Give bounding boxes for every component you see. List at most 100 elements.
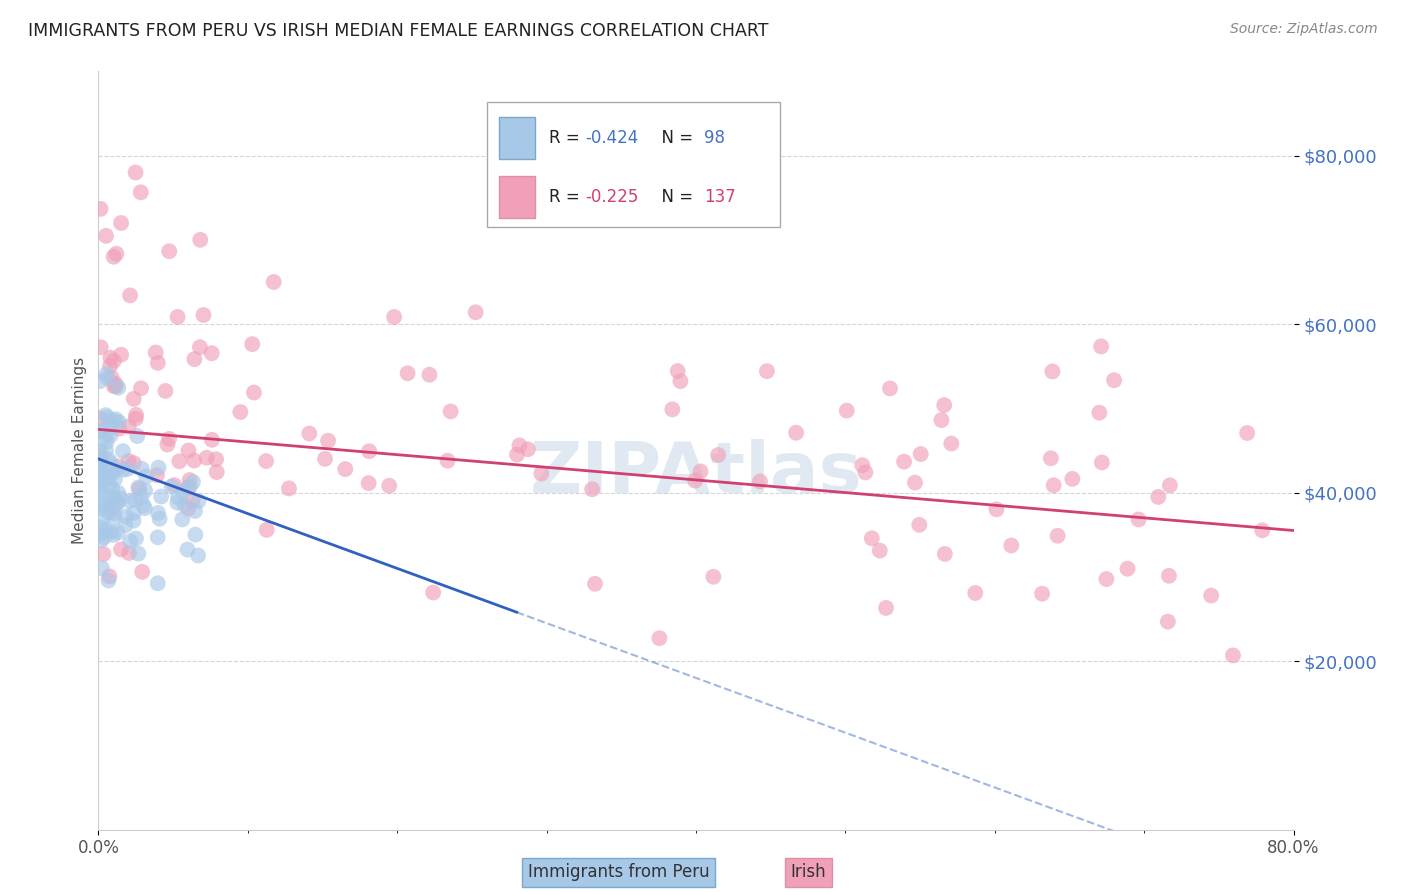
Point bbox=[96, 410, 118, 425]
Point bbox=[104, 412, 127, 426]
Point bbox=[1040, 364, 1063, 378]
Point bbox=[755, 364, 778, 378]
Point bbox=[107, 415, 129, 429]
Point bbox=[785, 425, 807, 440]
Point bbox=[100, 428, 122, 442]
Text: 98: 98 bbox=[704, 128, 725, 146]
Point bbox=[176, 542, 198, 557]
Point bbox=[243, 385, 266, 400]
Point bbox=[100, 370, 122, 384]
Point bbox=[167, 490, 190, 504]
Point bbox=[1090, 339, 1112, 353]
Point bbox=[90, 520, 112, 534]
Point bbox=[749, 475, 772, 489]
Point bbox=[422, 585, 444, 599]
Point bbox=[107, 486, 129, 500]
Point bbox=[134, 501, 156, 516]
Point bbox=[860, 531, 883, 545]
Point bbox=[183, 352, 205, 367]
Point bbox=[1116, 562, 1139, 576]
Point bbox=[107, 459, 129, 474]
Point bbox=[104, 472, 127, 486]
Point bbox=[163, 478, 186, 492]
Point bbox=[187, 549, 209, 563]
Point bbox=[90, 480, 112, 494]
Point bbox=[117, 454, 139, 468]
Point bbox=[879, 381, 901, 395]
Point bbox=[97, 452, 120, 467]
Point bbox=[160, 479, 183, 493]
Point bbox=[105, 496, 128, 510]
Point bbox=[1222, 648, 1244, 663]
Point bbox=[263, 275, 285, 289]
Point bbox=[707, 448, 730, 462]
Text: Source: ZipAtlas.com: Source: ZipAtlas.com bbox=[1230, 22, 1378, 37]
Point bbox=[110, 216, 132, 230]
Point bbox=[155, 384, 177, 398]
Point bbox=[439, 404, 461, 418]
Point bbox=[157, 432, 180, 446]
Point bbox=[93, 488, 115, 502]
Point bbox=[96, 434, 118, 449]
Point bbox=[110, 542, 132, 557]
Point bbox=[89, 483, 111, 497]
Point bbox=[201, 433, 224, 447]
Point bbox=[934, 398, 956, 412]
Point bbox=[183, 453, 205, 467]
Point bbox=[90, 533, 112, 548]
FancyBboxPatch shape bbox=[499, 117, 534, 159]
Point bbox=[156, 437, 179, 451]
Point bbox=[122, 456, 145, 470]
Text: ZIPAtlas: ZIPAtlas bbox=[530, 439, 862, 508]
Point bbox=[103, 510, 125, 524]
Point bbox=[90, 476, 112, 491]
Point bbox=[89, 411, 111, 425]
Point bbox=[110, 348, 132, 362]
Point bbox=[172, 512, 194, 526]
Point bbox=[173, 498, 195, 512]
Point bbox=[195, 450, 218, 465]
Point bbox=[1128, 512, 1150, 526]
Point bbox=[508, 438, 530, 452]
Point bbox=[149, 512, 172, 526]
Point bbox=[934, 547, 956, 561]
Point bbox=[104, 507, 127, 521]
Point bbox=[187, 494, 209, 508]
Point bbox=[157, 244, 180, 259]
Point bbox=[131, 565, 153, 579]
Point bbox=[314, 451, 336, 466]
Point bbox=[93, 547, 115, 561]
Point bbox=[1031, 587, 1053, 601]
Text: N =: N = bbox=[651, 188, 697, 206]
Point bbox=[661, 402, 683, 417]
Text: IMMIGRANTS FROM PERU VS IRISH MEDIAN FEMALE EARNINGS CORRELATION CHART: IMMIGRANTS FROM PERU VS IRISH MEDIAN FEM… bbox=[28, 22, 769, 40]
Point bbox=[177, 501, 200, 516]
Point bbox=[100, 457, 122, 471]
Point bbox=[418, 368, 440, 382]
Point bbox=[146, 506, 169, 520]
Point bbox=[298, 426, 321, 441]
Point bbox=[104, 376, 127, 391]
Point bbox=[91, 561, 114, 575]
Point bbox=[94, 228, 117, 243]
Point bbox=[910, 447, 932, 461]
Point bbox=[875, 601, 897, 615]
Point bbox=[278, 482, 301, 496]
Point bbox=[89, 202, 111, 216]
Point bbox=[1251, 524, 1274, 538]
Point bbox=[683, 474, 706, 488]
Point bbox=[1046, 529, 1069, 543]
Point bbox=[229, 405, 252, 419]
FancyBboxPatch shape bbox=[486, 102, 780, 227]
Point bbox=[91, 511, 114, 525]
Point bbox=[146, 356, 169, 370]
Point bbox=[103, 379, 125, 393]
Point bbox=[122, 392, 145, 406]
Point bbox=[98, 569, 121, 583]
Point bbox=[96, 371, 118, 385]
Point bbox=[103, 250, 125, 264]
Point bbox=[188, 233, 211, 247]
Point bbox=[530, 467, 553, 481]
Point bbox=[179, 473, 201, 487]
Point bbox=[131, 491, 153, 505]
